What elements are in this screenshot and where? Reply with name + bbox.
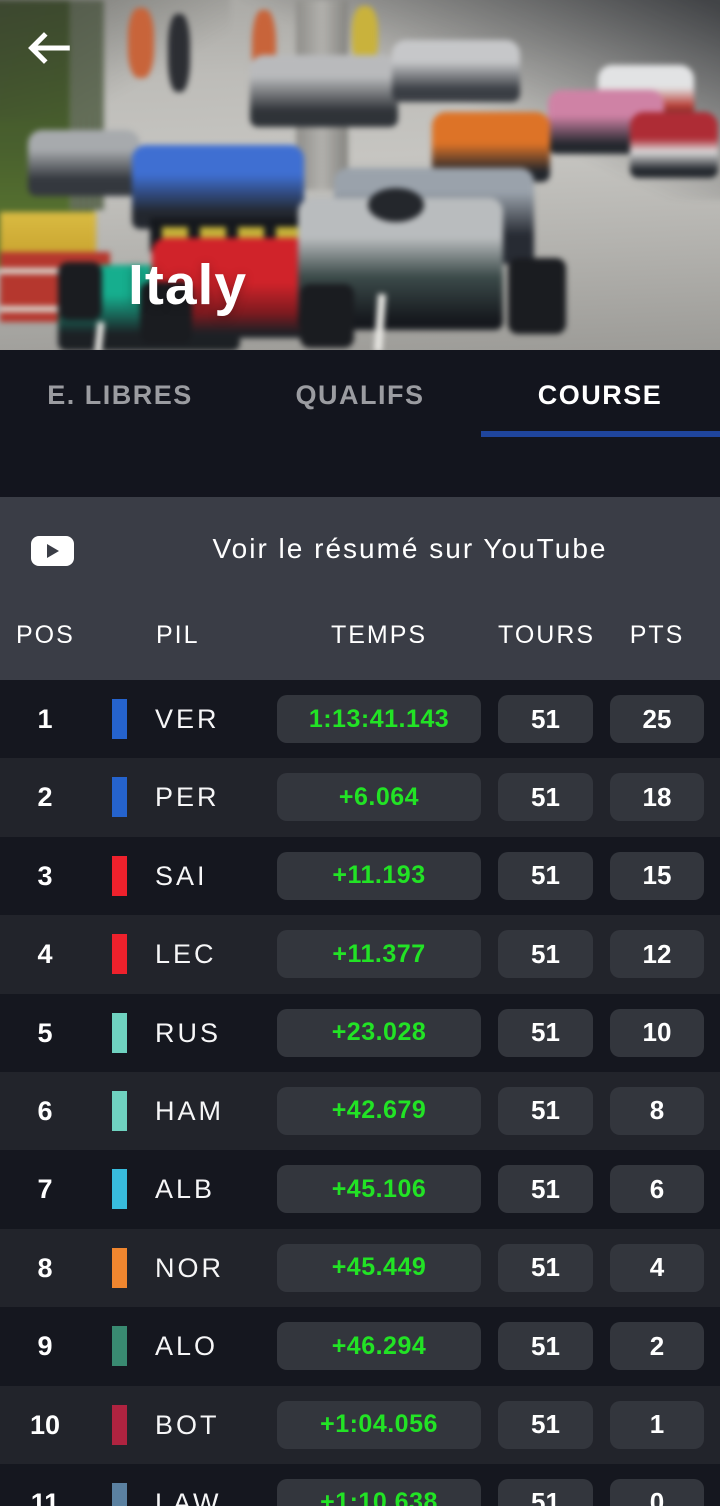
position-number: 1: [37, 704, 53, 734]
laps-pill: 51: [498, 773, 593, 822]
driver-code: RUS: [155, 1017, 222, 1048]
team-color-bar: [112, 1482, 127, 1506]
time-pill: +45.106: [277, 1165, 481, 1214]
position-number: 10: [29, 1409, 61, 1440]
driver-code: SAI: [155, 860, 208, 891]
time-pill: +1:10.638: [277, 1478, 481, 1506]
hero-photo-art: [0, 0, 720, 350]
team-color-bar: [112, 1404, 127, 1445]
header-temps: TEMPS: [330, 621, 428, 649]
team-color-bar: [112, 699, 127, 739]
position-number: 4: [37, 939, 53, 970]
time-pill: +11.193: [277, 851, 481, 900]
table-row: 3 SAI +11.193 51 15: [0, 836, 720, 916]
table-header-row: POS PIL TEMPS TOURS PTS: [0, 497, 720, 680]
laps-pill: 51: [498, 1478, 593, 1506]
position-number: 7: [37, 1174, 53, 1205]
points-pill: 25: [610, 695, 704, 743]
team-color-bar: [112, 1326, 127, 1367]
position-number: 3: [37, 860, 53, 891]
points-pill: 8: [610, 1086, 704, 1135]
page-title: Italy: [128, 253, 248, 317]
laps-pill: 51: [498, 1400, 593, 1449]
time-pill: +23.028: [277, 1008, 481, 1057]
youtube-play-icon: [31, 536, 74, 566]
points-pill: 4: [610, 1243, 704, 1292]
laps-pill: 51: [498, 930, 593, 979]
time-pill: +11.377: [277, 930, 481, 979]
header-tours: TOURS: [498, 621, 596, 649]
driver-code: BOT: [155, 1409, 220, 1440]
laps-pill: 51: [498, 851, 593, 900]
position-number: 2: [37, 782, 53, 813]
laps-pill: 51: [498, 1086, 593, 1135]
time-pill: +46.294: [277, 1322, 481, 1371]
driver-code: ALO: [155, 1331, 219, 1362]
points-pill: 6: [610, 1165, 704, 1214]
team-color-bar: [112, 855, 127, 896]
youtube-link-label: Voir le résumé sur YouTube: [212, 533, 608, 564]
laps-pill: 51: [498, 1008, 593, 1057]
back-arrow-icon[interactable]: [26, 26, 74, 70]
team-color-bar: [112, 1247, 127, 1288]
table-row: 5 RUS +23.028 51 10: [0, 993, 720, 1072]
tab-qualifs[interactable]: QUALIFS: [295, 379, 425, 410]
driver-code: NOR: [155, 1252, 224, 1283]
position-number: 9: [37, 1331, 53, 1362]
position-number: 6: [37, 1095, 53, 1126]
table-row: 6 HAM +42.679 51 8: [0, 1071, 720, 1151]
table-row: 2 PER +6.064 51 18: [0, 758, 720, 837]
header-pil: PIL: [156, 621, 200, 649]
driver-code: HAM: [155, 1095, 224, 1126]
time-pill: +45.449: [277, 1243, 481, 1292]
position-number: 5: [37, 1017, 53, 1048]
time-pill: +42.679: [277, 1086, 481, 1135]
table-row: 11 LAW +1:10.638 51 0: [0, 1463, 720, 1506]
time-pill: +6.064: [277, 773, 481, 822]
active-tab-underline: [481, 431, 720, 437]
laps-pill: 51: [498, 1322, 593, 1371]
table-row: 9 ALO +46.294 51 2: [0, 1307, 720, 1386]
table-row: 7 ALB +45.106 51 6: [0, 1150, 720, 1229]
table-row: 4 LEC +11.377 51 12: [0, 915, 720, 994]
time-pill: 1:13:41.143: [277, 695, 481, 743]
driver-code: LAW: [155, 1487, 222, 1506]
position-number: 11: [30, 1487, 60, 1506]
tab-e-libres[interactable]: E. LIBRES: [47, 379, 193, 410]
header-pos: POS: [16, 621, 75, 649]
points-pill: 12: [610, 930, 704, 979]
points-pill: 1: [610, 1400, 704, 1449]
hero-image: Italy: [0, 0, 720, 350]
laps-pill: 51: [498, 1165, 593, 1214]
table-row: 1 VER 1:13:41.143 51 25: [0, 680, 720, 759]
position-number: 8: [37, 1252, 53, 1283]
time-pill: +1:04.056: [277, 1400, 481, 1449]
laps-pill: 51: [498, 1243, 593, 1292]
team-color-bar: [112, 1169, 127, 1210]
results-table: 1 VER 1:13:41.143 51 25 2 PER +6.064 51 …: [0, 680, 720, 1506]
team-color-bar: [112, 1090, 127, 1131]
header-pts: PTS: [629, 621, 685, 649]
points-pill: 2: [610, 1322, 704, 1371]
driver-code: VER: [155, 704, 220, 734]
youtube-summary-link[interactable]: Voir le résumé sur YouTube: [0, 497, 720, 607]
tab-course[interactable]: COURSE: [537, 379, 663, 410]
team-color-bar: [112, 934, 127, 975]
driver-code: PER: [155, 782, 220, 813]
points-pill: 18: [610, 773, 704, 822]
results-panel-header: Voir le résumé sur YouTube POS PIL TEMPS…: [0, 497, 720, 680]
laps-pill: 51: [498, 695, 593, 743]
table-row: 10 BOT +1:04.056 51 1: [0, 1385, 720, 1464]
team-color-bar: [112, 1012, 127, 1053]
points-pill: 15: [610, 851, 704, 900]
team-color-bar: [112, 777, 127, 818]
points-pill: 10: [610, 1008, 704, 1057]
session-tab-bar: E. LIBRES QUALIFS COURSE: [0, 350, 720, 497]
table-row: 8 NOR +45.449 51 4: [0, 1228, 720, 1308]
driver-code: LEC: [155, 939, 217, 970]
points-pill: 0: [610, 1478, 704, 1506]
driver-code: ALB: [155, 1174, 216, 1205]
